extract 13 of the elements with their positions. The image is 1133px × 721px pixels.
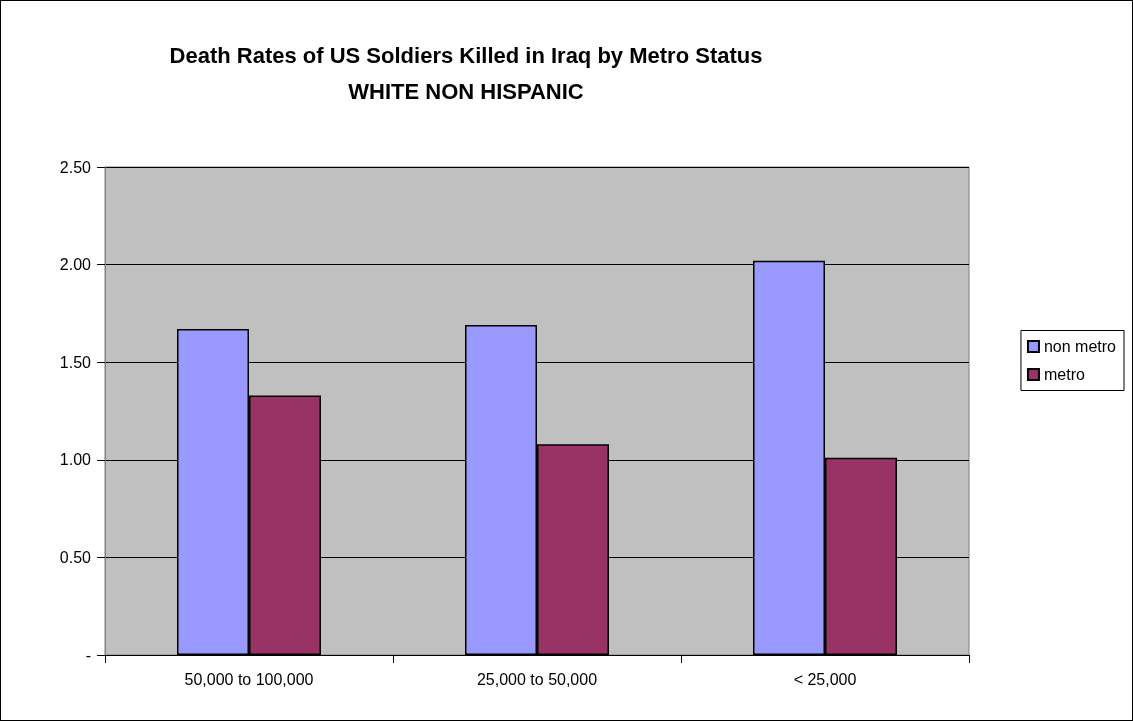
y-tick-label: 2.00 (59, 256, 92, 274)
y-tick-label: 2.50 (59, 158, 92, 176)
x-tick-label: 50,000 to 100,000 (184, 670, 314, 688)
y-tick-label: 1.00 (59, 451, 92, 469)
chart-title: Death Rates of US Soldiers Killed in Iraq by Metro Status (169, 42, 763, 68)
legend-label: metro (1043, 366, 1085, 383)
y-tick-label: 0.50 (59, 548, 92, 566)
y-tick-label: - (85, 646, 91, 664)
legend-label: non metro (1043, 338, 1117, 355)
y-tick-label: 1.50 (59, 353, 92, 371)
chart-subtitle: WHITE NON HISPANIC (348, 78, 584, 104)
x-tick-label: < 25,000 (793, 670, 857, 688)
x-tick-label: 25,000 to 50,000 (476, 670, 598, 688)
